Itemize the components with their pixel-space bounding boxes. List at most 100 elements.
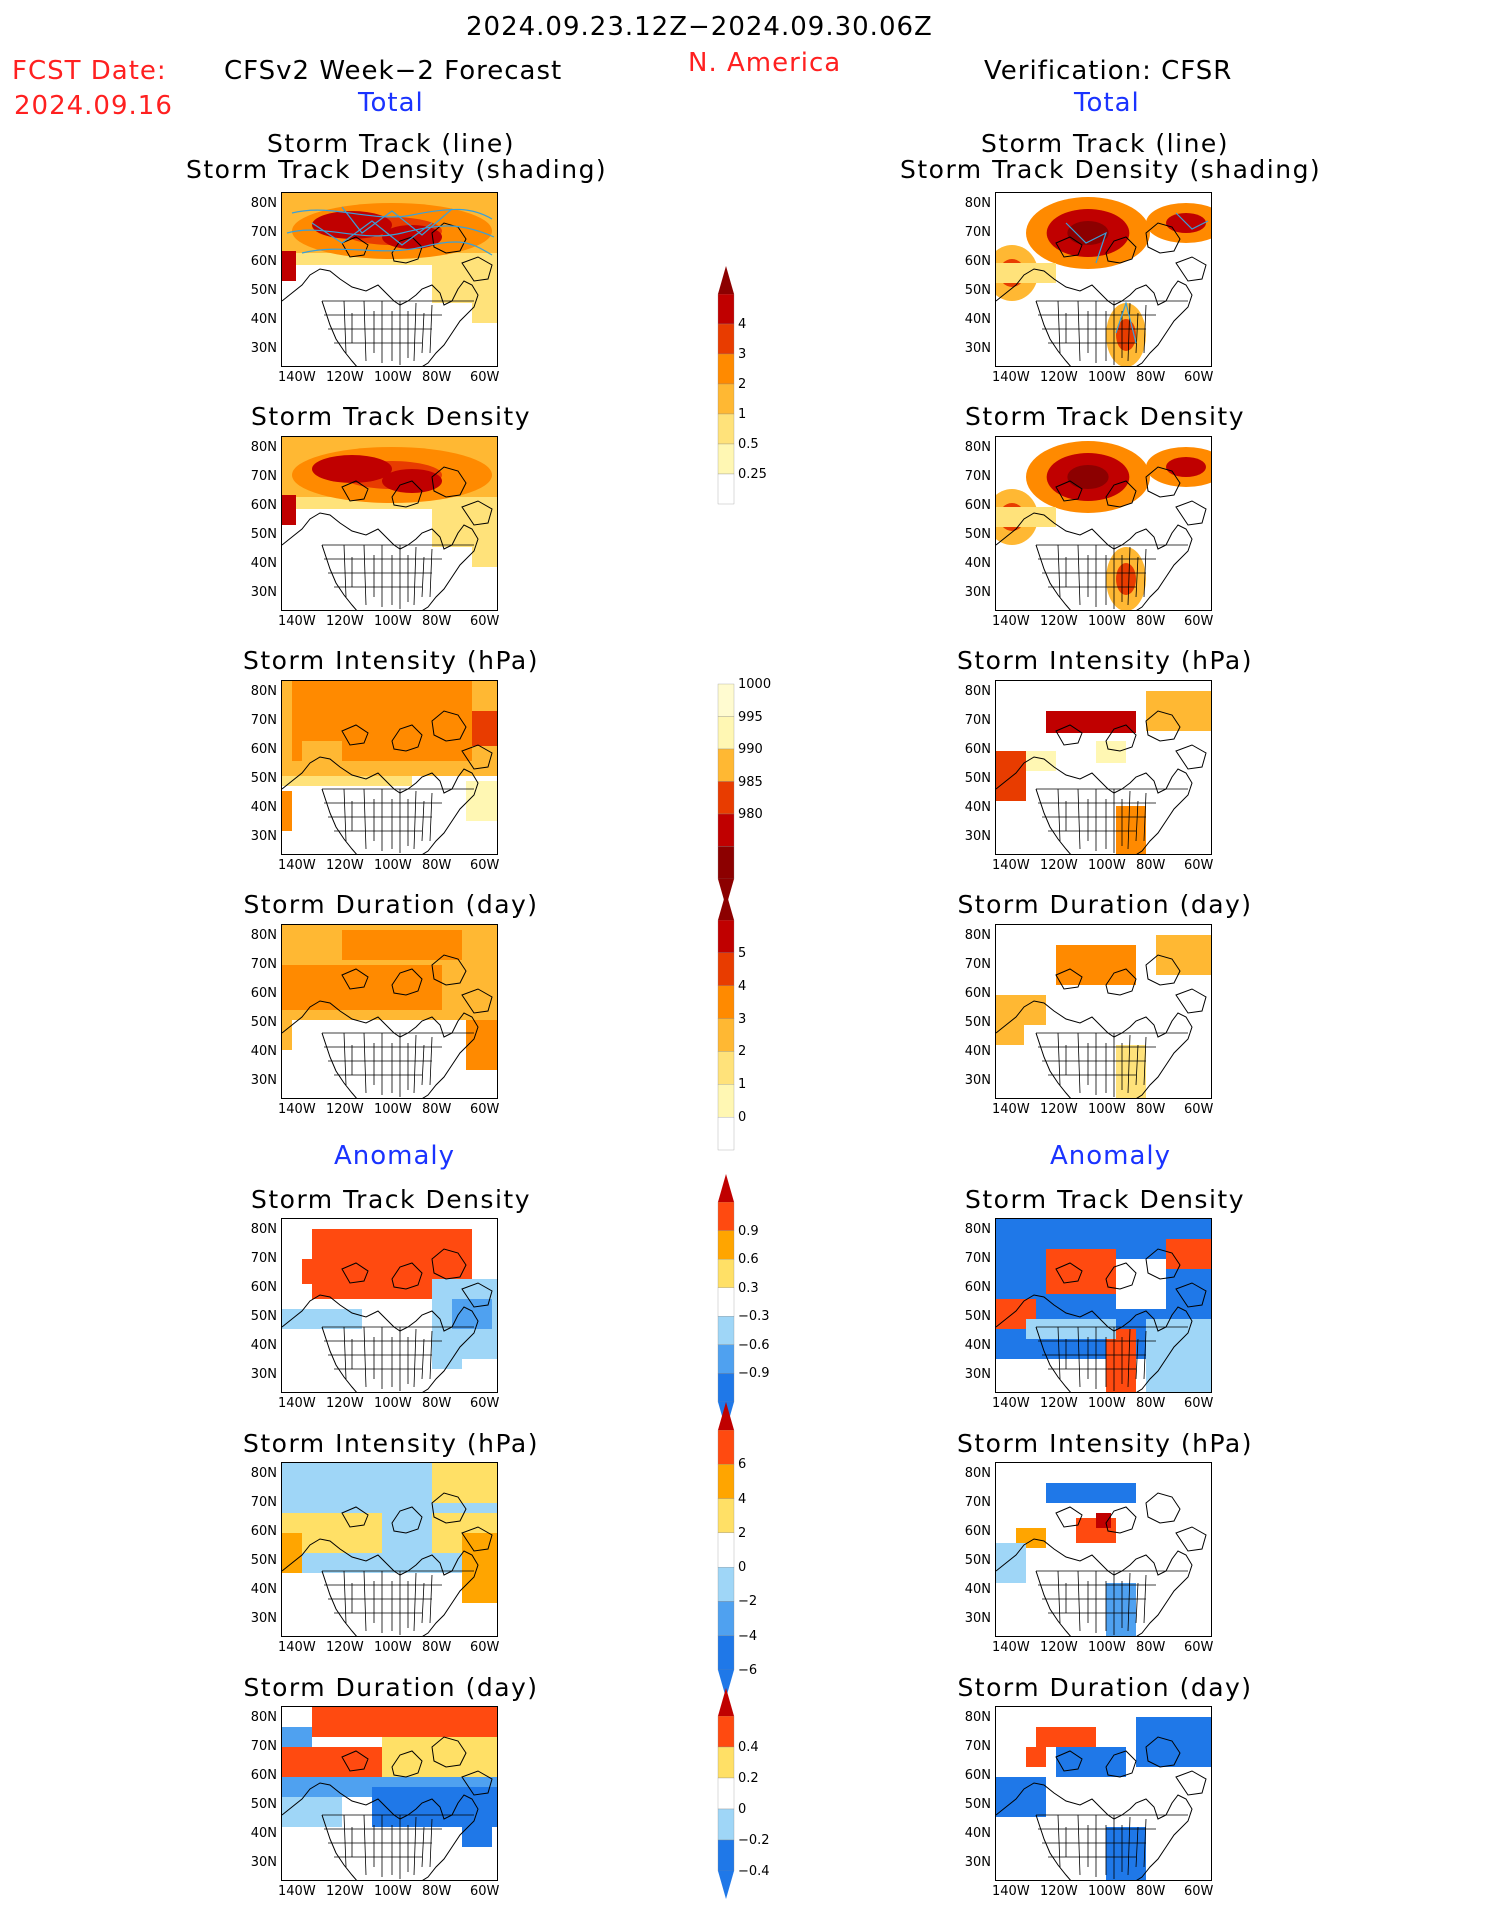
lon-tick-label: 140W	[278, 1396, 316, 1411]
lat-tick-label: 70N	[964, 1739, 991, 1754]
lon-tick-label: 100W	[1088, 1884, 1126, 1899]
colorbar-intensity-anom-label: −4	[738, 1628, 758, 1644]
colorbar-duration-total-label: 1	[738, 1077, 747, 1093]
lon-tick-label: 80W	[1136, 1884, 1166, 1899]
lat-tick-label: 70N	[250, 469, 277, 484]
colorbar-duration-total-label: 3	[738, 1011, 747, 1027]
lon-tick-label: 140W	[278, 1640, 316, 1655]
colorbar-density-total-label: 3	[738, 347, 747, 362]
colorbar-intensity-total-label: 985	[738, 774, 763, 790]
lat-tick-label: 60N	[964, 1768, 991, 1783]
lat-tick-label: 30N	[250, 341, 277, 356]
title-duration-left: Storm Duration (day)	[243, 890, 539, 919]
lon-tick-label: 80W	[422, 1640, 452, 1655]
lat-tick-label: 30N	[964, 829, 991, 844]
colorbar-intensity-anom-label: 0	[738, 1560, 747, 1576]
lat-tick-label: 50N	[250, 527, 277, 542]
lat-tick-label: 40N	[964, 1044, 991, 1059]
lat-tick-label: 80N	[964, 1222, 991, 1237]
colorbar-duration-total-label: 0	[738, 1110, 747, 1126]
map-canvas	[996, 1219, 1211, 1392]
lon-tick-label: 120W	[326, 1640, 364, 1655]
colorbar-intensity-anom-label: 4	[738, 1491, 747, 1507]
lon-tick-label: 120W	[326, 858, 364, 873]
map-panel-r7-forecast	[281, 1706, 498, 1881]
lon-tick-label: 120W	[1040, 1640, 1078, 1655]
lon-tick-label: 120W	[1040, 370, 1078, 385]
colorbar-density-anom-label: −0.9	[738, 1366, 770, 1382]
colorbar-density-anom	[714, 1172, 744, 1436]
title-anom-density-right: Storm Track Density	[964, 1185, 1245, 1214]
lat-tick-label: 70N	[250, 1251, 277, 1266]
total-label-left: Total	[358, 88, 424, 118]
colorbar-duration-total-label: 2	[738, 1044, 747, 1060]
map-canvas	[282, 925, 497, 1098]
lon-tick-label: 140W	[278, 1102, 316, 1117]
lon-tick-label: 60W	[1184, 1884, 1214, 1899]
colorbar-intensity-anom-label: −2	[738, 1594, 758, 1610]
lat-tick-label: 80N	[964, 684, 991, 699]
lon-tick-label: 100W	[1088, 614, 1126, 629]
lat-tick-label: 40N	[250, 1338, 277, 1353]
lat-tick-label: 60N	[250, 1280, 277, 1295]
lon-tick-label: 100W	[374, 614, 412, 629]
lat-tick-label: 80N	[250, 1466, 277, 1481]
lon-tick-label: 80W	[422, 614, 452, 629]
fcst-date-label: FCST Date:	[12, 56, 167, 86]
lon-tick-label: 80W	[1136, 858, 1166, 873]
colorbar-density-total-label: 1	[738, 407, 747, 422]
total-label-right: Total	[1074, 88, 1140, 118]
lon-tick-label: 140W	[992, 1396, 1030, 1411]
title-track-shading-left: Storm Track Density (shading)	[186, 155, 608, 184]
lat-tick-label: 60N	[250, 742, 277, 757]
map-panel-r3-verification	[995, 680, 1212, 855]
map-panel-r6-forecast	[281, 1462, 498, 1637]
lat-tick-label: 70N	[250, 957, 277, 972]
lat-tick-label: 80N	[964, 440, 991, 455]
map-canvas	[282, 1707, 497, 1880]
lon-tick-label: 120W	[1040, 1396, 1078, 1411]
lon-tick-label: 60W	[470, 1396, 500, 1411]
map-canvas	[996, 441, 1211, 610]
colorbar-density-anom-label: −0.3	[738, 1309, 770, 1325]
lat-tick-label: 50N	[250, 283, 277, 298]
map-canvas	[282, 437, 497, 610]
colorbar-duration-total-label: 5	[738, 945, 747, 961]
title-track-shading-right: Storm Track Density (shading)	[900, 155, 1322, 184]
lat-tick-label: 40N	[250, 800, 277, 815]
lat-tick-label: 60N	[964, 1524, 991, 1539]
map-canvas	[282, 1463, 497, 1636]
lon-tick-label: 100W	[374, 1884, 412, 1899]
lat-tick-label: 30N	[964, 1367, 991, 1382]
lon-tick-label: 100W	[1088, 1102, 1126, 1117]
lat-tick-label: 30N	[250, 1611, 277, 1626]
colorbar-intensity-anom-label: 6	[738, 1457, 747, 1473]
period-title: 2024.09.23.12Z−2024.09.30.06Z	[466, 12, 933, 42]
lat-tick-label: 50N	[964, 1015, 991, 1030]
lon-tick-label: 120W	[1040, 1102, 1078, 1117]
lat-tick-label: 50N	[250, 771, 277, 786]
lon-tick-label: 120W	[326, 1102, 364, 1117]
lon-tick-label: 80W	[1136, 1102, 1166, 1117]
lat-tick-label: 50N	[964, 527, 991, 542]
lat-tick-label: 60N	[964, 254, 991, 269]
lat-tick-label: 80N	[964, 928, 991, 943]
lat-tick-label: 40N	[250, 312, 277, 327]
lon-tick-label: 60W	[470, 858, 500, 873]
colorbar-density-total-label: 4	[738, 317, 747, 332]
colorbar-duration-anom-label: 0	[738, 1802, 747, 1817]
lon-tick-label: 140W	[278, 1884, 316, 1899]
lon-tick-label: 60W	[470, 614, 500, 629]
lat-tick-label: 60N	[250, 986, 277, 1001]
title-density-right: Storm Track Density	[964, 402, 1245, 431]
lat-tick-label: 80N	[964, 1466, 991, 1481]
verification-title: Verification: CFSR	[984, 56, 1233, 86]
map-panel-r3-forecast	[281, 680, 498, 855]
colorbar-intensity-total-label: 995	[738, 709, 763, 725]
lat-tick-label: 30N	[250, 1367, 277, 1382]
lon-tick-label: 100W	[1088, 858, 1126, 873]
lat-tick-label: 50N	[964, 1553, 991, 1568]
lat-tick-label: 30N	[250, 1855, 277, 1870]
anomaly-label-left: Anomaly	[334, 1141, 456, 1171]
title-anom-intensity-right: Storm Intensity (hPa)	[957, 1429, 1253, 1458]
